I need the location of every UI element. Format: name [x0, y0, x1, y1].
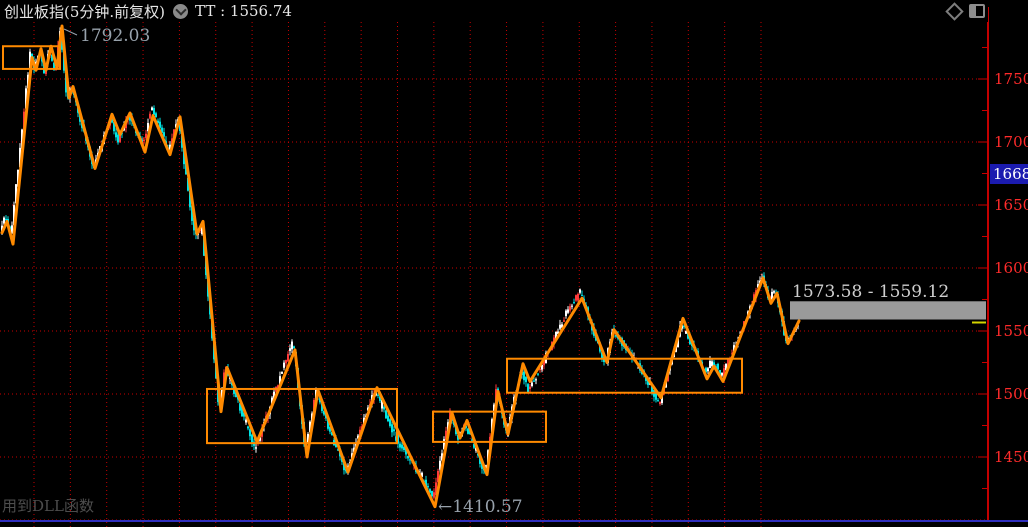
axis-label-1600: 1600: [994, 259, 1028, 277]
zigzag-line: [0, 24, 801, 509]
symbol-title: 创业板指(5分钟.前复权): [4, 2, 166, 21]
title-bar: 创业板指(5分钟.前复权) TT : 1556.74: [0, 0, 988, 22]
high-annotation: 1792.03: [80, 26, 150, 46]
highlighted-price-label: 1668.: [990, 164, 1028, 184]
annotations: 1792.03 ←1410.57 1573.58 - 1559.12: [63, 26, 949, 517]
axis-label-1650: 1650: [994, 196, 1028, 214]
low-annotation: ←1410.57: [438, 497, 523, 517]
diamond-icon[interactable]: [945, 1, 964, 21]
chevron-down-circle-icon[interactable]: [173, 3, 189, 19]
axis-label-1700: 1700: [994, 133, 1028, 151]
axis-label-1550: 1550: [994, 322, 1028, 340]
price-axis: 1750 1700 1650 1600 1550 1500 1450 1668.: [987, 7, 1028, 521]
range-band: [790, 301, 986, 320]
range-annotation: 1573.58 - 1559.12: [792, 282, 949, 302]
candles: [1, 25, 799, 502]
grid-lines: [0, 22, 986, 527]
tt-value-label: TT : 1556.74: [195, 2, 292, 20]
axis-ticks: [978, 47, 988, 489]
bottom-divider: [0, 520, 1028, 522]
axis-label-1500: 1500: [994, 385, 1028, 403]
chevron-down-icon: [174, 3, 187, 16]
panel-split-icon[interactable]: [969, 4, 985, 18]
zone-boxes: [2, 45, 743, 445]
axis-label-1450: 1450: [994, 448, 1028, 466]
candlestick-chart[interactable]: 1792.03 ←1410.57 1573.58 - 1559.12: [0, 22, 988, 527]
window-icons: [945, 0, 988, 22]
status-text: 用到DLL函数: [2, 497, 94, 515]
axis-label-1750: 1750: [994, 70, 1028, 88]
